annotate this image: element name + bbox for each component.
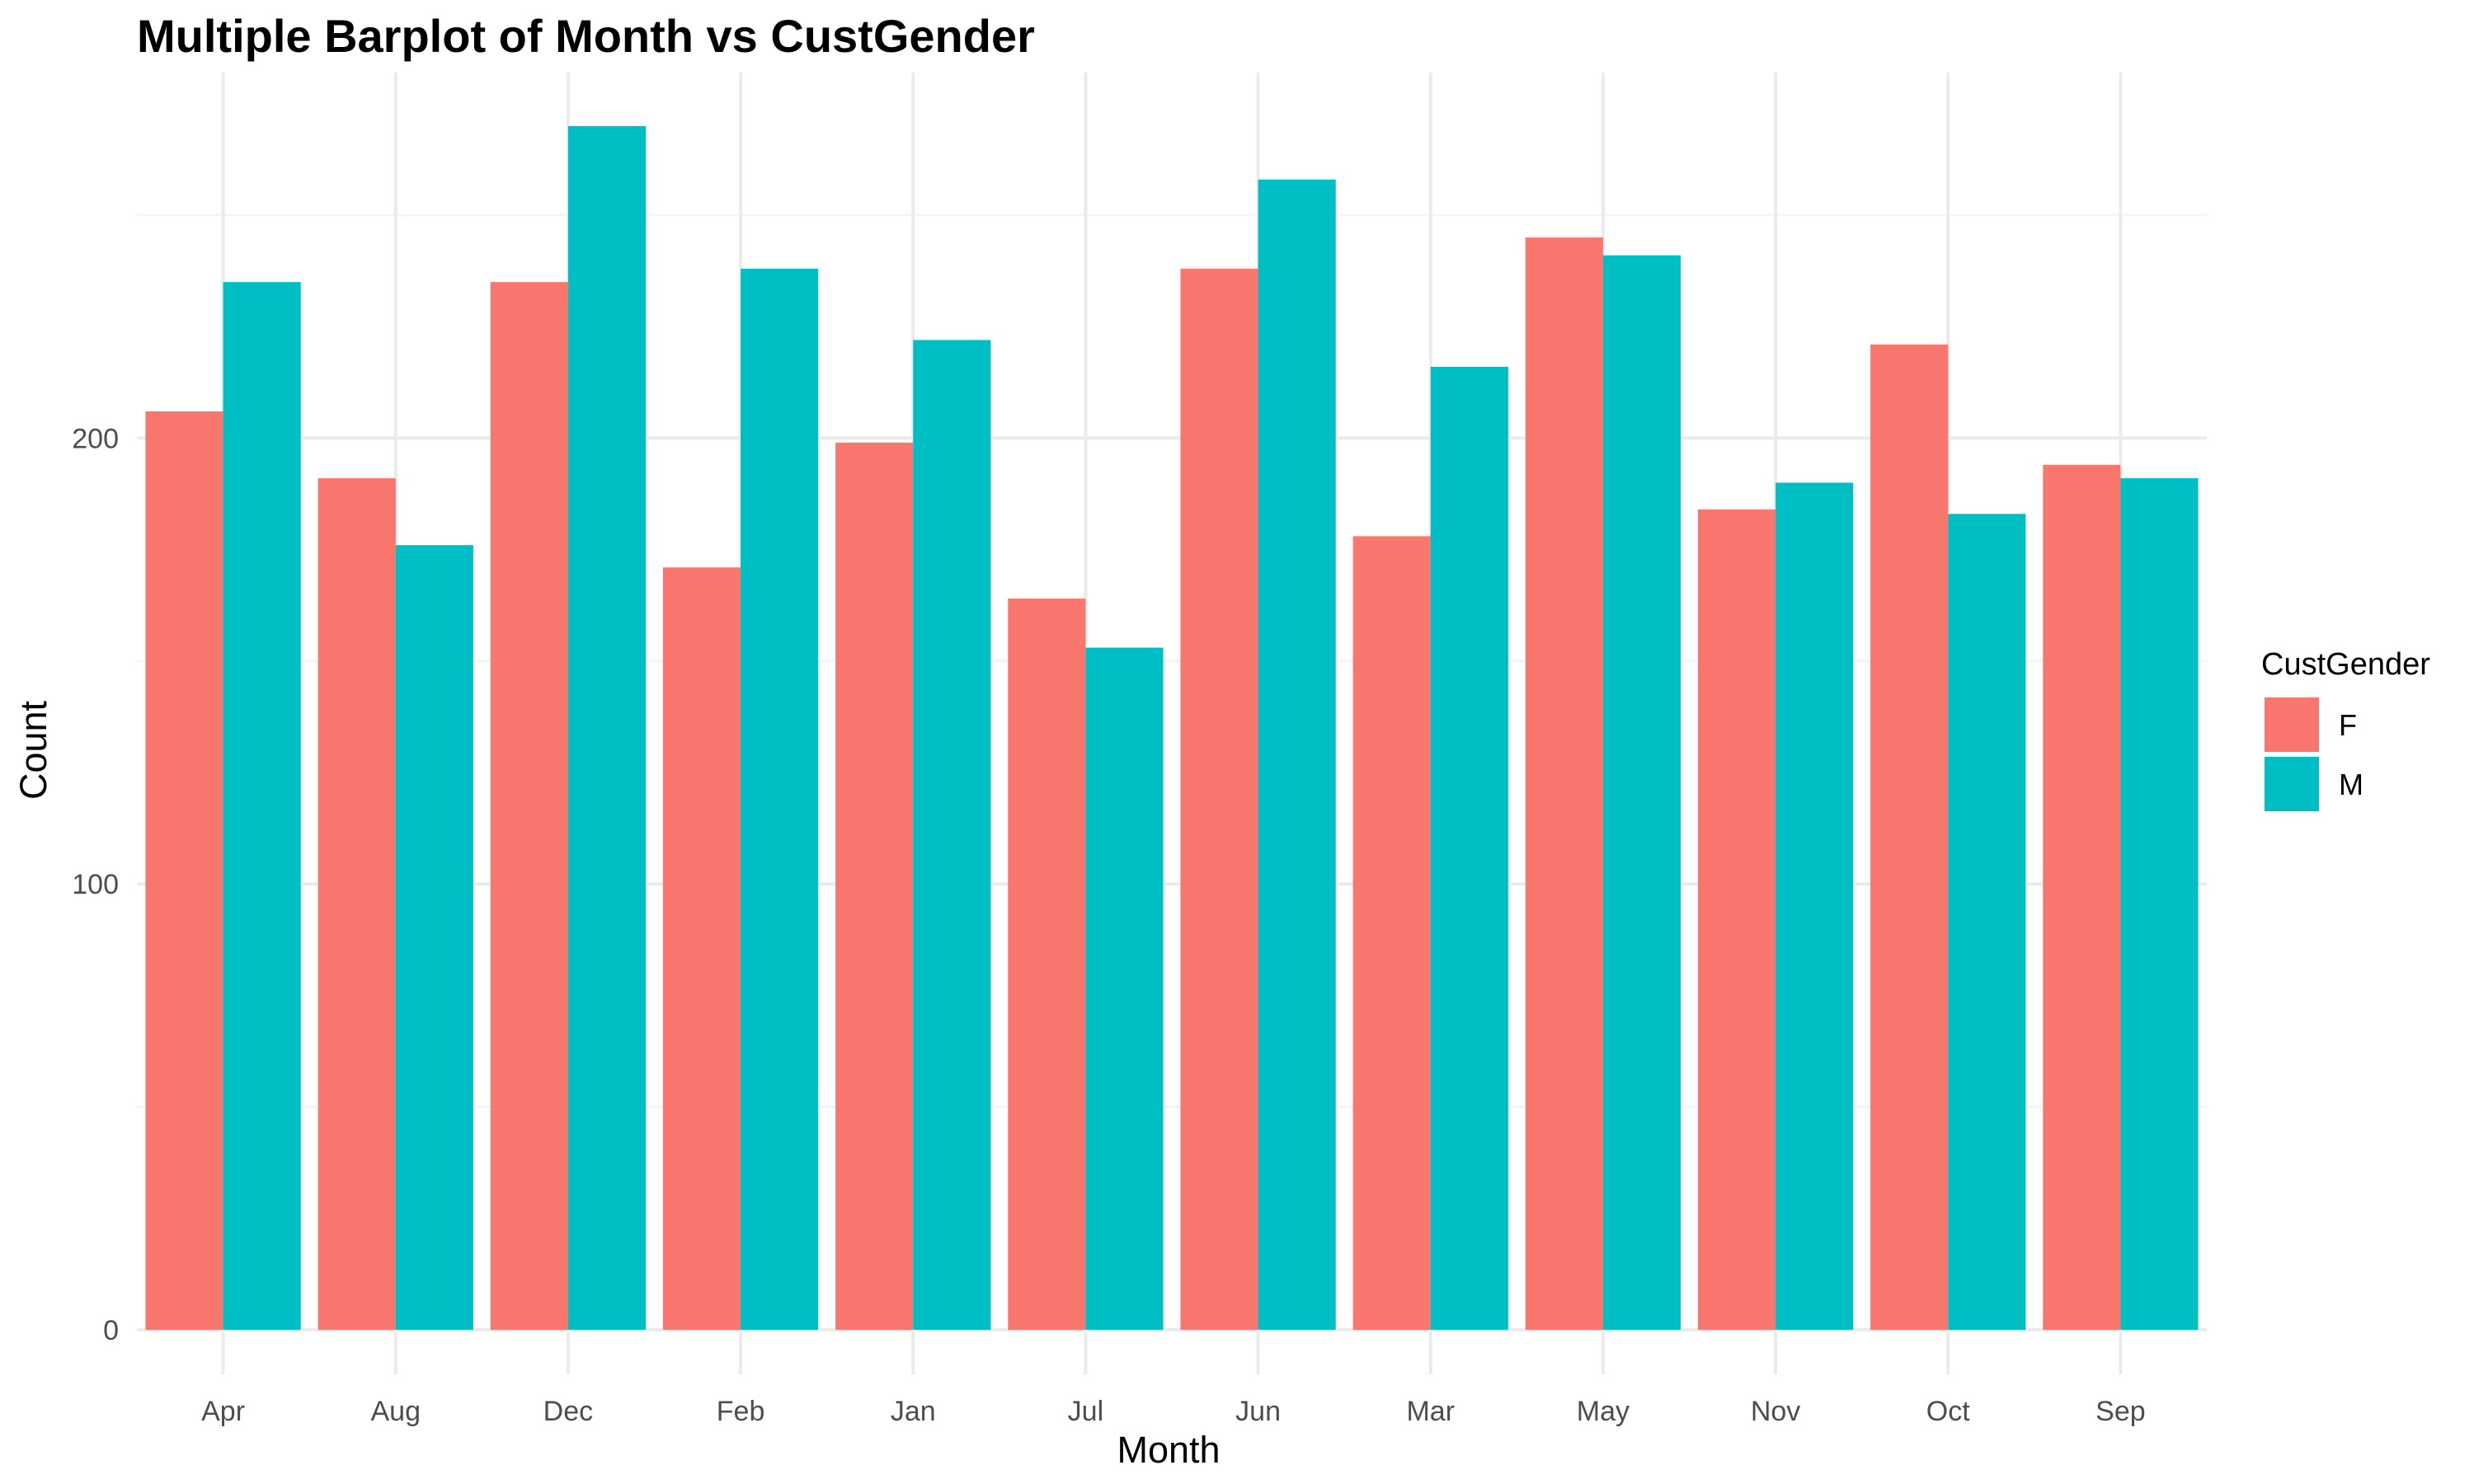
- x-tick-label-apr: Apr: [201, 1396, 245, 1427]
- x-tick-label-oct: Oct: [1926, 1396, 1970, 1427]
- y-tick-label-0: 0: [103, 1315, 119, 1346]
- bar-feb-m: [741, 268, 819, 1330]
- bar-jan-m: [913, 340, 991, 1330]
- chart-title: Multiple Barplot of Month vs CustGender: [137, 10, 1035, 62]
- legend-items: FM: [2265, 697, 2363, 811]
- bar-dec-m: [567, 125, 647, 1330]
- x-tick-label-mar: Mar: [1406, 1396, 1455, 1427]
- bar-nov-f: [1697, 509, 1776, 1330]
- x-tick-label-jun: Jun: [1235, 1396, 1281, 1427]
- bar-may-m: [1602, 255, 1681, 1330]
- legend-title: CustGender: [2261, 647, 2430, 682]
- x-tick-label-nov: Nov: [1751, 1396, 1800, 1427]
- x-tick-label-aug: Aug: [371, 1396, 421, 1427]
- legend-key-f: [2265, 697, 2319, 752]
- bar-oct-f: [1870, 344, 1949, 1330]
- bar-jan-f: [835, 442, 914, 1330]
- x-axis-ticks: Apr Aug Dec Feb Jan Jul Jun Mar May Nov Oct Sep: [201, 1396, 2146, 1427]
- legend-key-m: [2265, 757, 2319, 811]
- y-tick-label-100: 100: [72, 869, 119, 900]
- bar-mar-m: [1430, 366, 1508, 1330]
- x-tick-label-may: May: [1577, 1396, 1630, 1427]
- bar-apr-f: [145, 411, 223, 1330]
- bar-apr-m: [223, 282, 301, 1330]
- bar-nov-m: [1776, 482, 1854, 1330]
- bar-sep-m: [2120, 478, 2199, 1330]
- bar-aug-f: [317, 478, 396, 1330]
- bars: [145, 125, 2199, 1330]
- y-axis-ticks: 0 100 200: [72, 423, 119, 1346]
- x-tick-label-jan: Jan: [891, 1396, 936, 1427]
- bar-oct-m: [1948, 514, 2026, 1330]
- legend-label-m: M: [2339, 768, 2363, 801]
- bar-feb-f: [662, 567, 741, 1330]
- bar-dec-f: [490, 282, 568, 1330]
- y-axis-title: Count: [12, 700, 54, 800]
- y-tick-label-200: 200: [72, 423, 119, 454]
- x-tick-label-dec: Dec: [543, 1396, 593, 1427]
- legend: CustGender FM: [2261, 647, 2430, 811]
- x-tick-label-sep: Sep: [2095, 1396, 2146, 1427]
- bar-jun-m: [1258, 179, 1336, 1330]
- bar-jul-f: [1008, 599, 1086, 1330]
- bar-jun-f: [1180, 268, 1258, 1330]
- bar-aug-m: [395, 545, 473, 1330]
- bar-may-f: [1525, 237, 1603, 1330]
- x-tick-label-feb: Feb: [717, 1396, 765, 1427]
- bar-sep-f: [2043, 464, 2121, 1330]
- x-tick-label-jul: Jul: [1068, 1396, 1103, 1427]
- bar-jul-m: [1085, 647, 1164, 1330]
- bar-mar-f: [1352, 536, 1431, 1330]
- x-axis-title: Month: [1117, 1429, 1220, 1471]
- legend-label-f: F: [2339, 708, 2357, 742]
